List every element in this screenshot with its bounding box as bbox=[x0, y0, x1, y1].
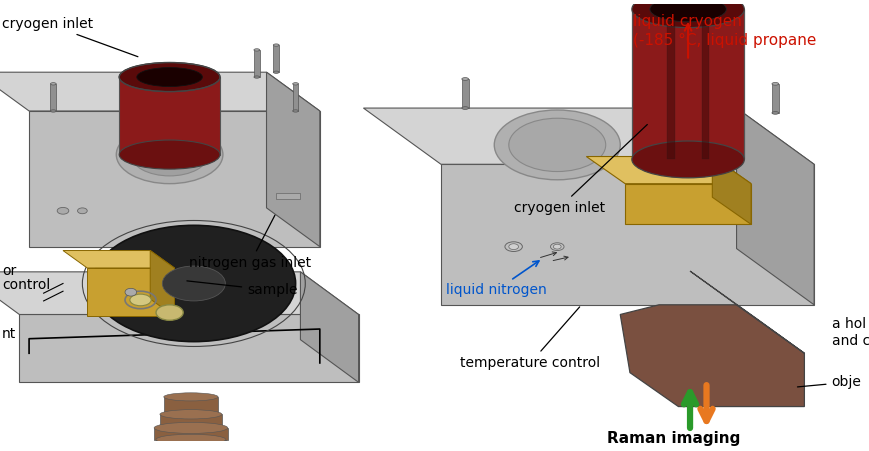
Polygon shape bbox=[689, 271, 804, 353]
Text: obje: obje bbox=[797, 375, 860, 389]
Bar bbox=[275, 193, 300, 199]
Text: nitrogen gas inlet: nitrogen gas inlet bbox=[189, 215, 311, 270]
Polygon shape bbox=[154, 428, 228, 440]
Text: and c: and c bbox=[831, 334, 869, 348]
Ellipse shape bbox=[631, 141, 744, 178]
Text: control: control bbox=[2, 278, 50, 292]
Polygon shape bbox=[119, 77, 220, 155]
Polygon shape bbox=[0, 272, 358, 314]
Ellipse shape bbox=[273, 71, 279, 74]
Ellipse shape bbox=[631, 0, 744, 28]
Text: or: or bbox=[2, 264, 17, 278]
Ellipse shape bbox=[504, 242, 521, 252]
Polygon shape bbox=[63, 250, 175, 268]
Ellipse shape bbox=[154, 422, 228, 433]
Ellipse shape bbox=[163, 393, 218, 401]
Polygon shape bbox=[736, 108, 813, 305]
Ellipse shape bbox=[461, 78, 468, 80]
Polygon shape bbox=[160, 414, 222, 428]
Bar bbox=[50, 84, 56, 111]
Text: temperature control: temperature control bbox=[460, 307, 600, 370]
Ellipse shape bbox=[129, 294, 151, 306]
Polygon shape bbox=[666, 9, 673, 159]
Polygon shape bbox=[19, 314, 358, 382]
Ellipse shape bbox=[254, 76, 260, 78]
Ellipse shape bbox=[553, 244, 561, 249]
Text: cryogen inlet: cryogen inlet bbox=[2, 17, 138, 57]
Text: Raman imaging: Raman imaging bbox=[607, 431, 740, 446]
Text: nt: nt bbox=[2, 327, 17, 341]
Polygon shape bbox=[163, 397, 218, 414]
Ellipse shape bbox=[92, 226, 295, 341]
Text: ctive lens: ctive lens bbox=[0, 450, 1, 451]
Bar bbox=[273, 45, 279, 72]
Ellipse shape bbox=[50, 110, 56, 112]
Polygon shape bbox=[150, 250, 175, 317]
Bar bbox=[292, 84, 298, 111]
Ellipse shape bbox=[119, 140, 220, 169]
Text: a hol: a hol bbox=[831, 317, 865, 331]
Ellipse shape bbox=[155, 147, 184, 162]
Text: liquid nitrogen: liquid nitrogen bbox=[445, 261, 546, 297]
Ellipse shape bbox=[649, 0, 726, 22]
Ellipse shape bbox=[494, 110, 620, 180]
Ellipse shape bbox=[771, 111, 778, 114]
Polygon shape bbox=[87, 268, 175, 317]
Polygon shape bbox=[625, 184, 750, 224]
Ellipse shape bbox=[163, 266, 225, 301]
Ellipse shape bbox=[156, 305, 183, 320]
Polygon shape bbox=[0, 72, 320, 111]
Polygon shape bbox=[620, 305, 804, 406]
Ellipse shape bbox=[116, 125, 222, 184]
Ellipse shape bbox=[508, 244, 518, 249]
Ellipse shape bbox=[119, 63, 220, 92]
Ellipse shape bbox=[461, 107, 468, 110]
Ellipse shape bbox=[130, 133, 209, 176]
Ellipse shape bbox=[125, 288, 136, 296]
Polygon shape bbox=[29, 111, 320, 247]
Ellipse shape bbox=[57, 207, 69, 214]
Polygon shape bbox=[363, 108, 813, 164]
Text: liquid cryogen: liquid cryogen bbox=[632, 14, 741, 29]
Polygon shape bbox=[266, 72, 320, 247]
Polygon shape bbox=[712, 156, 750, 224]
Ellipse shape bbox=[550, 243, 563, 250]
Polygon shape bbox=[156, 440, 226, 451]
Text: sample: sample bbox=[187, 281, 297, 297]
Ellipse shape bbox=[771, 83, 778, 85]
Ellipse shape bbox=[508, 118, 605, 171]
Text: (-185 °C, liquid propane: (-185 °C, liquid propane bbox=[632, 33, 815, 48]
Bar bbox=[772, 84, 779, 113]
Ellipse shape bbox=[273, 44, 279, 46]
Polygon shape bbox=[586, 156, 750, 184]
Polygon shape bbox=[441, 164, 813, 305]
Polygon shape bbox=[701, 9, 708, 159]
Bar bbox=[254, 50, 260, 77]
Ellipse shape bbox=[292, 83, 298, 85]
Text: cryogen inlet: cryogen inlet bbox=[513, 124, 647, 215]
Polygon shape bbox=[300, 272, 358, 382]
Ellipse shape bbox=[156, 434, 226, 445]
Ellipse shape bbox=[77, 208, 87, 214]
Polygon shape bbox=[631, 9, 744, 159]
Bar bbox=[461, 79, 468, 108]
Ellipse shape bbox=[136, 68, 202, 87]
Ellipse shape bbox=[160, 410, 222, 419]
Ellipse shape bbox=[292, 110, 298, 112]
Ellipse shape bbox=[254, 49, 260, 51]
Ellipse shape bbox=[50, 83, 56, 85]
